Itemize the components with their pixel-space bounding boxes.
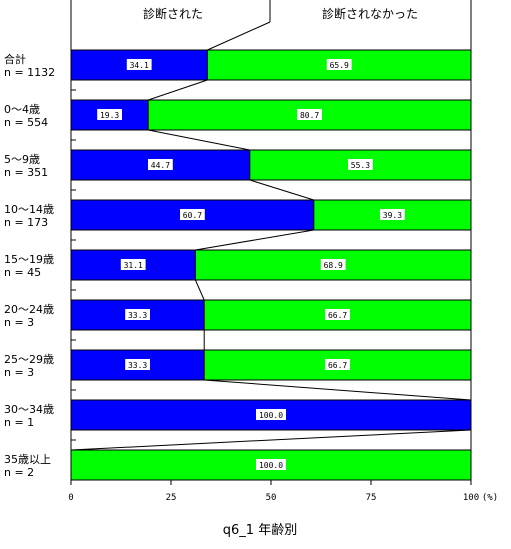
value-label-diagnosed: 44.7	[151, 161, 170, 170]
value-label-diagnosed: 33.3	[128, 311, 147, 320]
value-label-diagnosed: 33.3	[128, 361, 147, 370]
value-label-diagnosed-bg	[180, 209, 205, 220]
value-label-diagnosed-bg	[126, 59, 152, 70]
connector-line	[195, 229, 314, 251]
category-label: 30～34歳	[4, 403, 54, 416]
value-label-diagnosed: 19.3	[100, 111, 119, 120]
x-unit-label: (%)	[482, 493, 498, 503]
category-n-label: n = 3	[4, 316, 34, 329]
category-label: 35歳以上	[4, 453, 51, 466]
connector-line	[70, 429, 472, 451]
value-label-not-diagnosed: 39.3	[383, 211, 402, 220]
chart-title: q6_1 年齢別	[223, 523, 297, 538]
category-n-label: n = 45	[4, 266, 41, 279]
value-label-diagnosed: 34.1	[130, 61, 149, 70]
x-tick-label: 75	[366, 493, 377, 503]
value-label-not-diagnosed-bg	[348, 159, 373, 170]
x-tick-label: 25	[166, 493, 177, 503]
value-label-diagnosed: 100.0	[259, 411, 283, 420]
value-label-not-diagnosed: 65.9	[330, 61, 349, 70]
value-label-diagnosed-bg	[125, 359, 150, 370]
value-label-not-diagnosed-bg	[380, 209, 405, 220]
value-label-diagnosed-bg	[256, 409, 286, 420]
value-label-not-diagnosed: 80.7	[300, 111, 319, 120]
connector-line	[194, 279, 205, 301]
value-label-diagnosed: 31.1	[124, 261, 143, 270]
value-label-not-diagnosed: 66.7	[328, 311, 347, 320]
value-label-not-diagnosed: 68.9	[324, 261, 343, 270]
value-label-diagnosed-bg	[125, 309, 150, 320]
legend-label-diagnosed: 診断された	[143, 6, 203, 21]
value-label-not-diagnosed: 100.0	[259, 461, 283, 470]
x-tick-label: 0	[68, 493, 73, 503]
value-label-diagnosed-bg	[148, 159, 173, 170]
connector-line	[249, 179, 314, 201]
category-label: 5～9歳	[4, 153, 40, 166]
category-label: 0～4歳	[4, 103, 40, 116]
value-label-not-diagnosed: 55.3	[351, 161, 370, 170]
connector-line	[148, 79, 208, 101]
category-label: 合計	[4, 52, 26, 66]
x-tick-label: 100	[463, 493, 479, 503]
category-n-label: n = 1	[4, 416, 34, 429]
connector-line	[148, 129, 250, 151]
legend-label-not-diagnosed: 診断されなかった	[322, 6, 418, 21]
category-label: 15～19歳	[4, 253, 54, 266]
value-label-not-diagnosed-bg	[325, 359, 350, 370]
value-label-not-diagnosed-bg	[297, 109, 322, 120]
value-label-not-diagnosed-bg	[326, 59, 352, 70]
value-label-diagnosed-bg	[120, 259, 146, 270]
category-n-label: n = 2	[4, 466, 34, 479]
x-tick-label: 50	[266, 493, 277, 503]
category-label: 25～29歳	[4, 353, 54, 366]
value-label-diagnosed: 60.7	[183, 211, 202, 220]
value-label-not-diagnosed-bg	[320, 259, 346, 270]
value-label-diagnosed-bg	[97, 109, 122, 120]
connector-line	[204, 379, 472, 401]
category-label: 10～14歳	[4, 203, 54, 216]
category-n-label: n = 554	[4, 116, 48, 129]
value-label-not-diagnosed-bg	[325, 309, 350, 320]
value-label-not-diagnosed: 66.7	[328, 361, 347, 370]
value-label-not-diagnosed-bg	[256, 459, 286, 470]
legend-connector-line	[207, 21, 271, 51]
category-n-label: n = 3	[4, 366, 34, 379]
category-n-label: n = 351	[4, 166, 48, 179]
category-n-label: n = 173	[4, 216, 48, 229]
category-n-label: n = 1132	[4, 66, 55, 79]
category-label: 20～24歳	[4, 303, 54, 316]
